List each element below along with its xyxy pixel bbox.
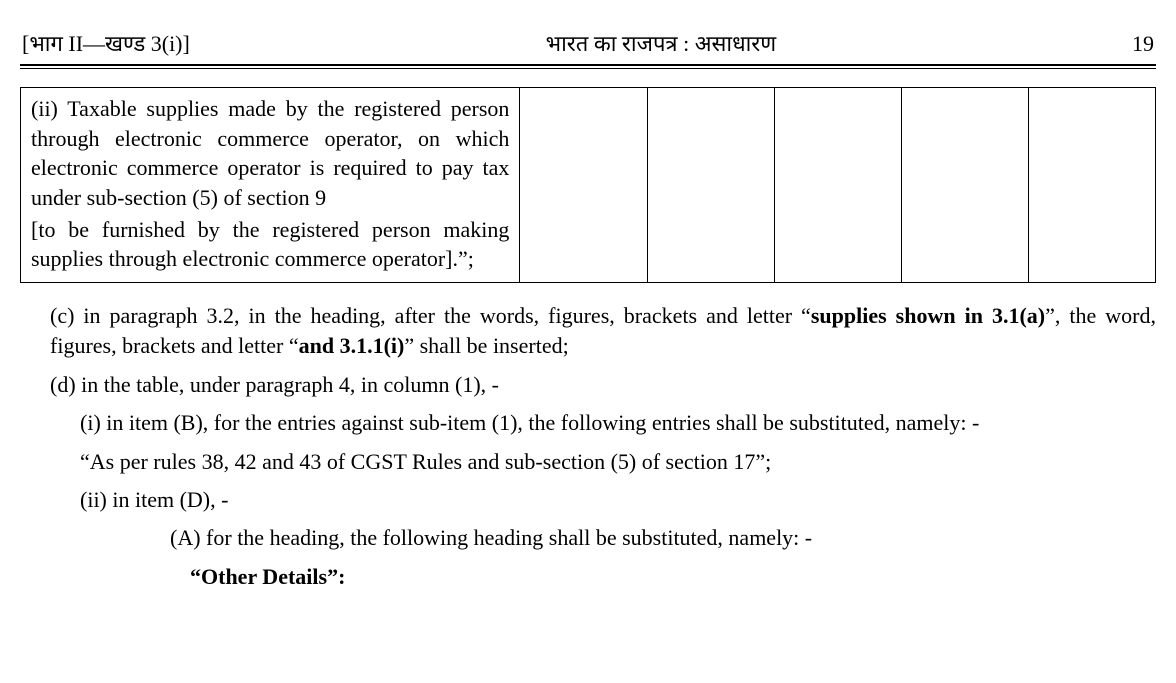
header-right: 19 xyxy=(1132,31,1154,57)
gazette-table: (ii) Taxable supplies made by the regist… xyxy=(20,87,1156,283)
clause-d-ii-A-quote: “Other Details”: xyxy=(190,562,1156,592)
clause-c-suffix: ” shall be inserted; xyxy=(404,333,568,358)
desc-para-2: [to be furnished by the registered perso… xyxy=(31,215,509,274)
clause-d-i: (i) in item (B), for the entries against… xyxy=(80,408,1156,438)
clause-c-prefix: (c) in paragraph 3.2, in the heading, af… xyxy=(50,303,811,328)
cell-c6 xyxy=(1028,88,1155,283)
cell-description: (ii) Taxable supplies made by the regist… xyxy=(21,88,520,283)
table-row: (ii) Taxable supplies made by the regist… xyxy=(21,88,1156,283)
clause-c: (c) in paragraph 3.2, in the heading, af… xyxy=(50,301,1156,362)
document-page: [भाग II—खण्ड 3(i)] भारत का राजपत्र : असा… xyxy=(0,0,1176,683)
desc-para-1: (ii) Taxable supplies made by the regist… xyxy=(31,94,509,213)
cell-c2 xyxy=(520,88,647,283)
page-header: [भाग II—खण्ड 3(i)] भारत का राजपत्र : असा… xyxy=(20,28,1156,64)
header-center: भारत का राजपत्र : असाधारण xyxy=(190,28,1132,58)
clause-d-i-quote: “As per rules 38, 42 and 43 of CGST Rule… xyxy=(80,447,1156,477)
header-rule xyxy=(20,64,1156,69)
clause-c-bold2: and 3.1.1(i) xyxy=(299,333,405,358)
clause-c-bold1: supplies shown in 3.1(a) xyxy=(811,303,1045,328)
cell-c5 xyxy=(901,88,1028,283)
clause-d: (d) in the table, under paragraph 4, in … xyxy=(50,370,1156,400)
header-left: [भाग II—खण्ड 3(i)] xyxy=(22,28,190,58)
clause-d-ii-A: (A) for the heading, the following headi… xyxy=(170,523,1156,553)
cell-c4 xyxy=(774,88,901,283)
body-text: (c) in paragraph 3.2, in the heading, af… xyxy=(20,283,1156,592)
cell-c3 xyxy=(647,88,774,283)
clause-d-ii: (ii) in item (D), - xyxy=(80,485,1156,515)
